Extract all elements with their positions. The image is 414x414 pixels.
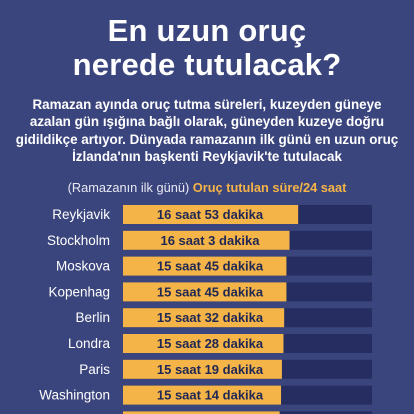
bar-reykjavik	[123, 205, 299, 224]
bar-value-label: 16 saat 3 dakika	[160, 233, 260, 248]
bar-value-label: 15 saat 14 dakika	[157, 388, 264, 403]
subtitle-main: Oruç tutulan süre/24 saat	[192, 180, 347, 195]
category-label: Kopenhag	[48, 284, 110, 299]
bar-value-label: 15 saat 32 dakika	[157, 310, 264, 325]
category-label: Paris	[79, 362, 110, 377]
category-label: Moskova	[56, 259, 111, 274]
bar-value-label: 15 saat 45 dakika	[157, 284, 264, 299]
subtitle-note: (Ramazanın ilk günü)	[67, 180, 190, 195]
title-line-1: En uzun oruç	[107, 13, 307, 48]
category-label: Berlin	[75, 310, 110, 325]
bar-value-label: 16 saat 53 dakika	[157, 207, 264, 222]
bar-value-label: 15 saat 28 dakika	[157, 336, 264, 351]
bar-moskova	[123, 256, 287, 276]
bar-stockholm	[123, 230, 290, 250]
bar-value-label: 15 saat 19 dakika	[157, 362, 264, 377]
category-label: Londra	[68, 336, 111, 351]
title-line-2: nerede tutulacak?	[72, 47, 342, 82]
page-title: En uzun oruç nerede tutulacak?	[0, 14, 414, 82]
bar-washington	[123, 385, 282, 405]
bar-tokyo	[123, 411, 280, 414]
bar-value-label: 15 saat 45 dakika	[157, 259, 264, 274]
description-text: Ramazan ayında oruç tutma süreleri, kuze…	[15, 97, 399, 165]
category-label: Washington	[39, 388, 110, 403]
bar-chart: Reykjavik 16 saat 53 dakika Stockholm 16 sa…	[39, 205, 372, 414]
category-label: Reykjavik	[52, 207, 110, 222]
bar-paris	[123, 359, 282, 379]
bar-londra	[123, 334, 284, 353]
chart-subtitle: (Ramazanın ilk günü) Oruç tutulan süre/2…	[0, 180, 414, 196]
bar-berlin	[123, 308, 285, 328]
bar-kopenhag	[123, 282, 287, 302]
category-label: Stockholm	[47, 233, 110, 248]
